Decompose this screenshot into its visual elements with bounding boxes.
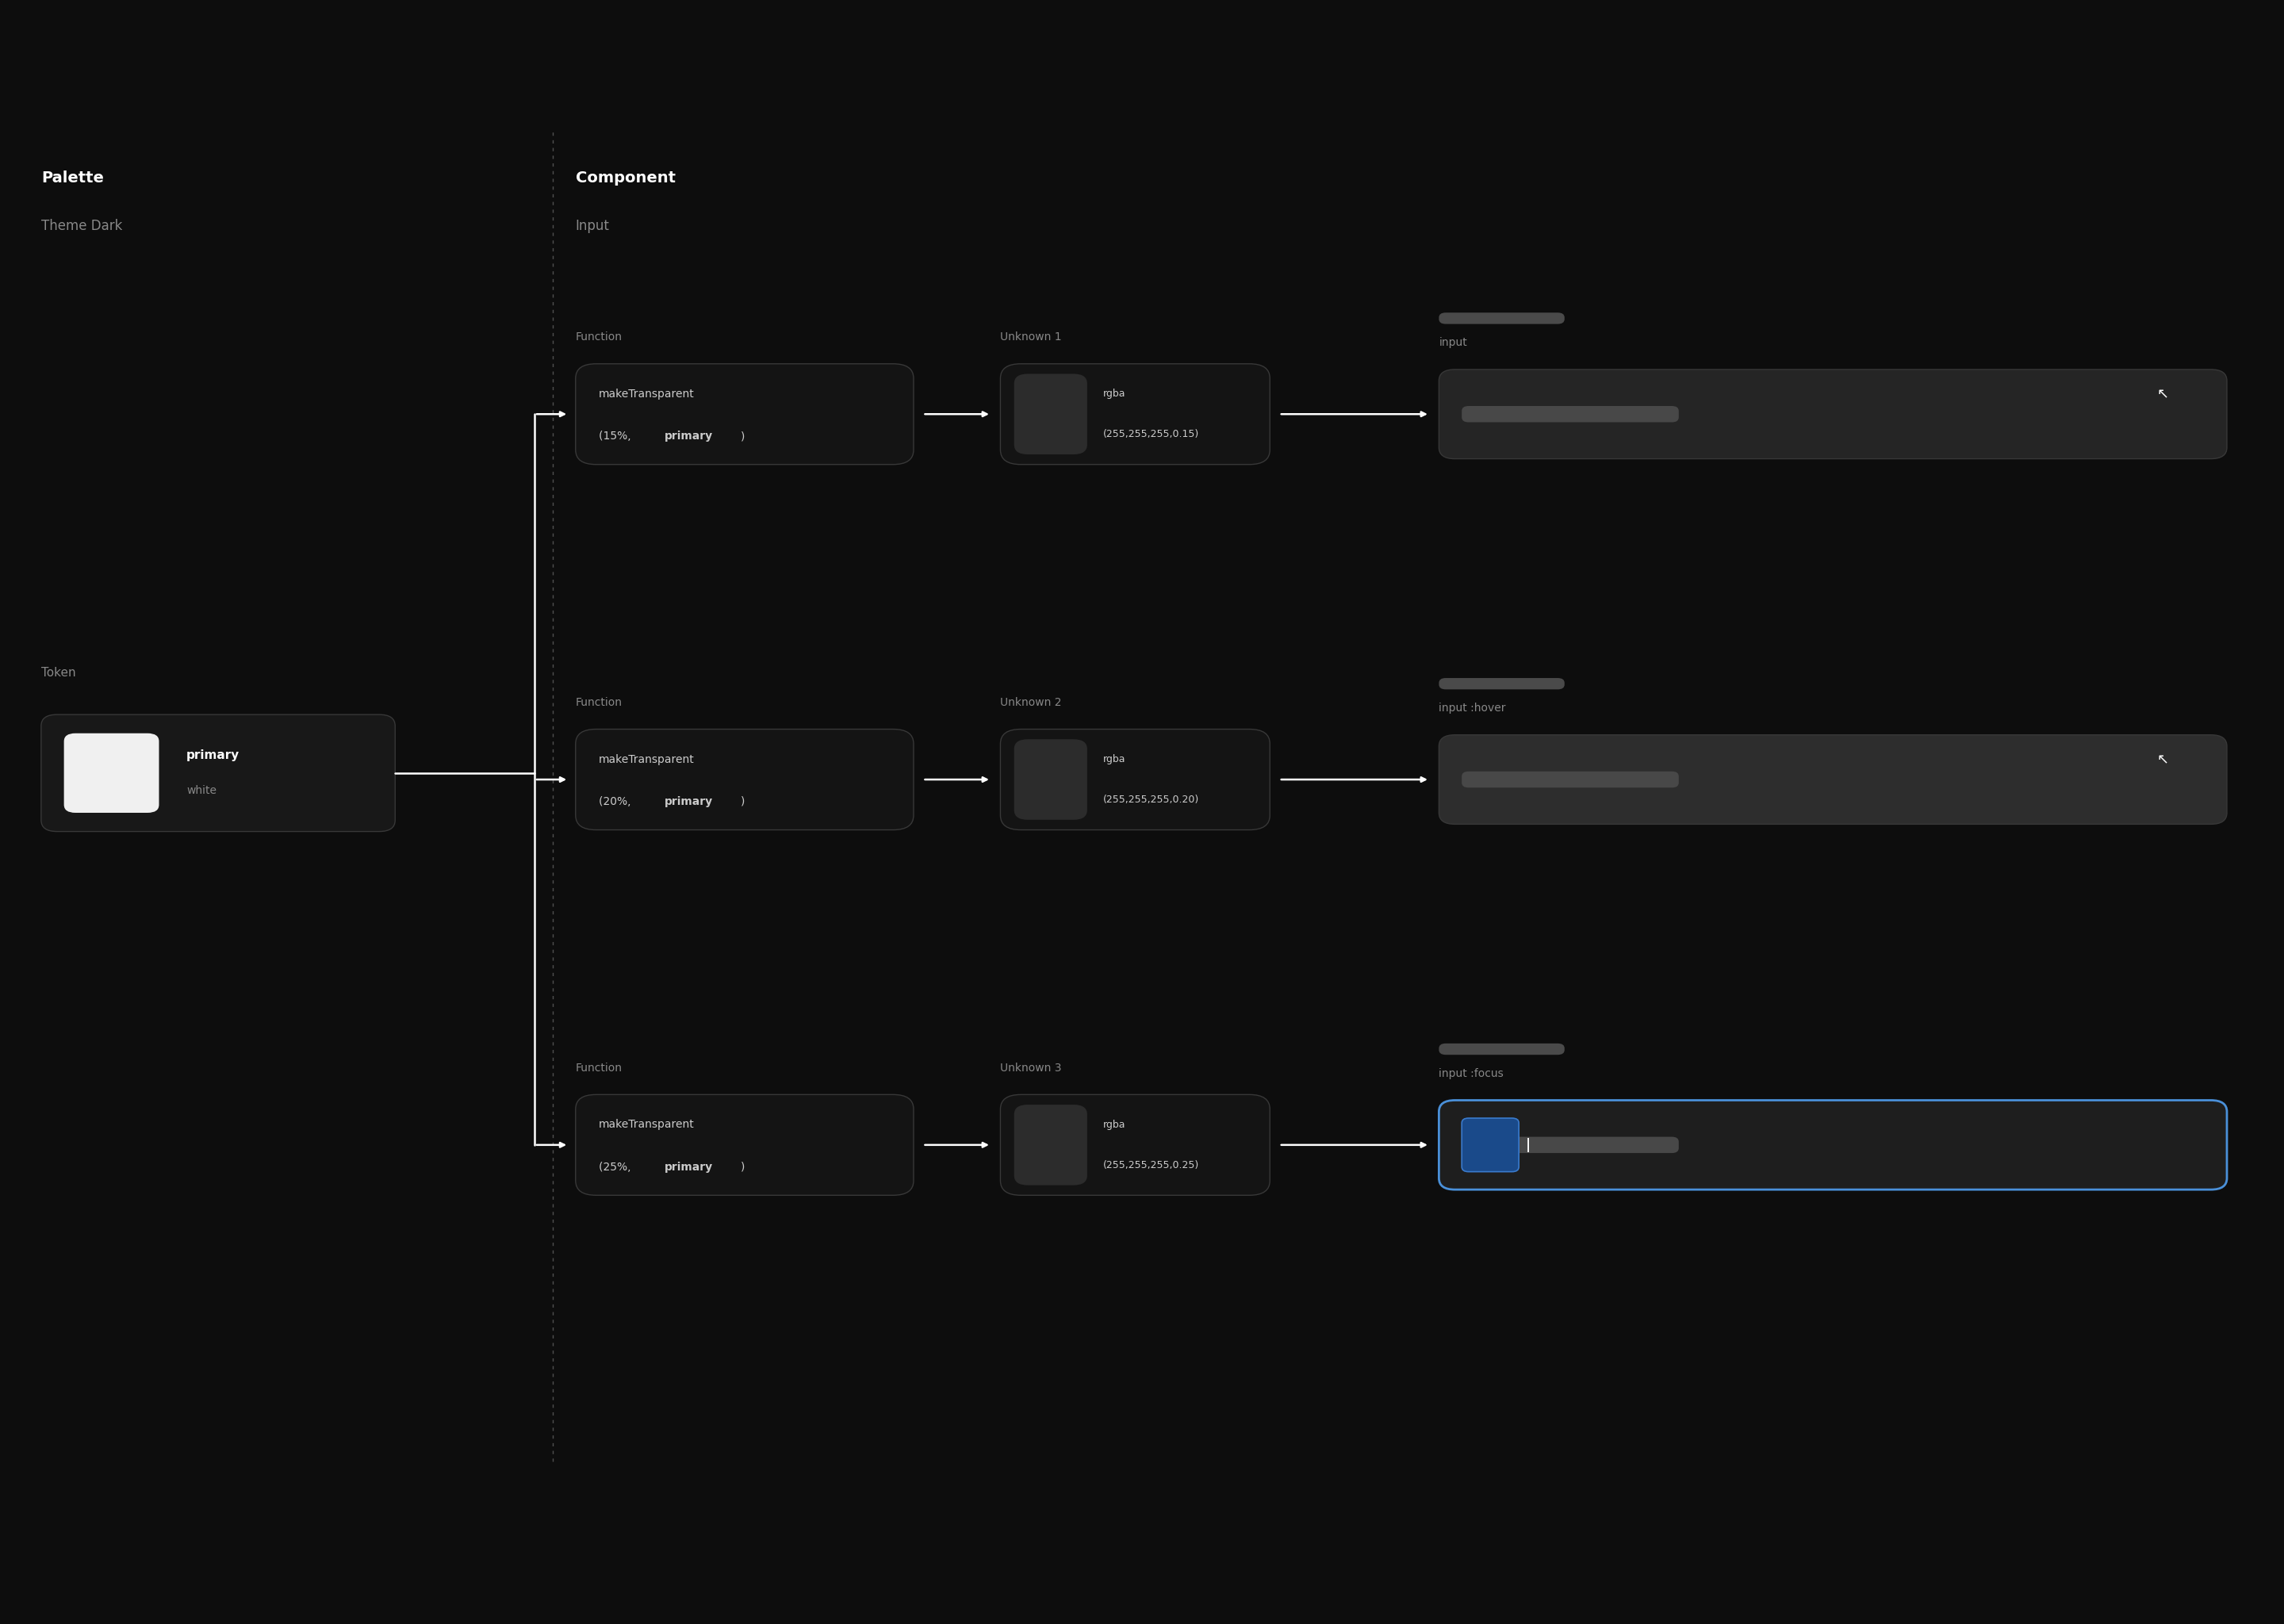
Text: Unknown 3: Unknown 3 (1000, 1062, 1062, 1073)
FancyBboxPatch shape (1000, 1095, 1270, 1195)
FancyBboxPatch shape (1439, 1101, 2227, 1189)
Text: Palette: Palette (41, 171, 103, 185)
FancyBboxPatch shape (1439, 312, 1565, 323)
Text: (255,255,255,0.20): (255,255,255,0.20) (1103, 794, 1199, 806)
Text: Token: Token (41, 667, 75, 679)
Text: Unknown 2: Unknown 2 (1000, 697, 1062, 708)
Text: Input: Input (576, 219, 610, 234)
Text: makeTransparent: makeTransparent (598, 1119, 694, 1130)
FancyBboxPatch shape (1000, 729, 1270, 830)
FancyBboxPatch shape (1014, 374, 1087, 455)
FancyBboxPatch shape (1462, 1137, 1679, 1153)
Text: makeTransparent: makeTransparent (598, 754, 694, 765)
FancyBboxPatch shape (1014, 1104, 1087, 1186)
Text: input :hover: input :hover (1439, 703, 1505, 715)
FancyBboxPatch shape (1462, 1117, 1519, 1173)
FancyBboxPatch shape (1439, 369, 2227, 458)
Text: Function: Function (576, 697, 621, 708)
FancyBboxPatch shape (576, 729, 914, 830)
Text: ): ) (740, 796, 745, 807)
Text: primary: primary (665, 796, 713, 807)
Text: (15%,: (15%, (598, 430, 635, 442)
FancyBboxPatch shape (1014, 739, 1087, 820)
Text: rgba: rgba (1103, 388, 1126, 400)
Text: ): ) (740, 1161, 745, 1173)
Text: Theme Dark: Theme Dark (41, 219, 123, 234)
Text: Function: Function (576, 331, 621, 343)
Text: primary: primary (665, 1161, 713, 1173)
FancyBboxPatch shape (576, 1095, 914, 1195)
FancyBboxPatch shape (1439, 734, 2227, 825)
FancyBboxPatch shape (1000, 364, 1270, 464)
Text: Function: Function (576, 1062, 621, 1073)
Text: (255,255,255,0.15): (255,255,255,0.15) (1103, 429, 1199, 440)
FancyBboxPatch shape (1462, 771, 1679, 788)
Text: |: | (1526, 1138, 1530, 1151)
Text: Component: Component (576, 171, 676, 185)
Text: ↖: ↖ (2156, 388, 2170, 401)
FancyBboxPatch shape (64, 734, 160, 812)
FancyBboxPatch shape (41, 715, 395, 831)
Text: Unknown 1: Unknown 1 (1000, 331, 1062, 343)
FancyBboxPatch shape (1439, 1044, 1565, 1056)
Text: input: input (1439, 338, 1466, 348)
Text: input :focus: input :focus (1439, 1069, 1503, 1080)
Text: (255,255,255,0.25): (255,255,255,0.25) (1103, 1160, 1199, 1171)
Text: ): ) (740, 430, 745, 442)
Text: rgba: rgba (1103, 1119, 1126, 1130)
Text: ↖: ↖ (2156, 754, 2170, 767)
Text: primary: primary (665, 430, 713, 442)
FancyBboxPatch shape (1439, 679, 1565, 689)
Text: rgba: rgba (1103, 754, 1126, 765)
Text: (25%,: (25%, (598, 1161, 635, 1173)
Text: primary: primary (187, 749, 240, 762)
Text: makeTransparent: makeTransparent (598, 388, 694, 400)
FancyBboxPatch shape (576, 364, 914, 464)
Text: white: white (187, 786, 217, 796)
Text: (20%,: (20%, (598, 796, 635, 807)
FancyBboxPatch shape (1462, 406, 1679, 422)
